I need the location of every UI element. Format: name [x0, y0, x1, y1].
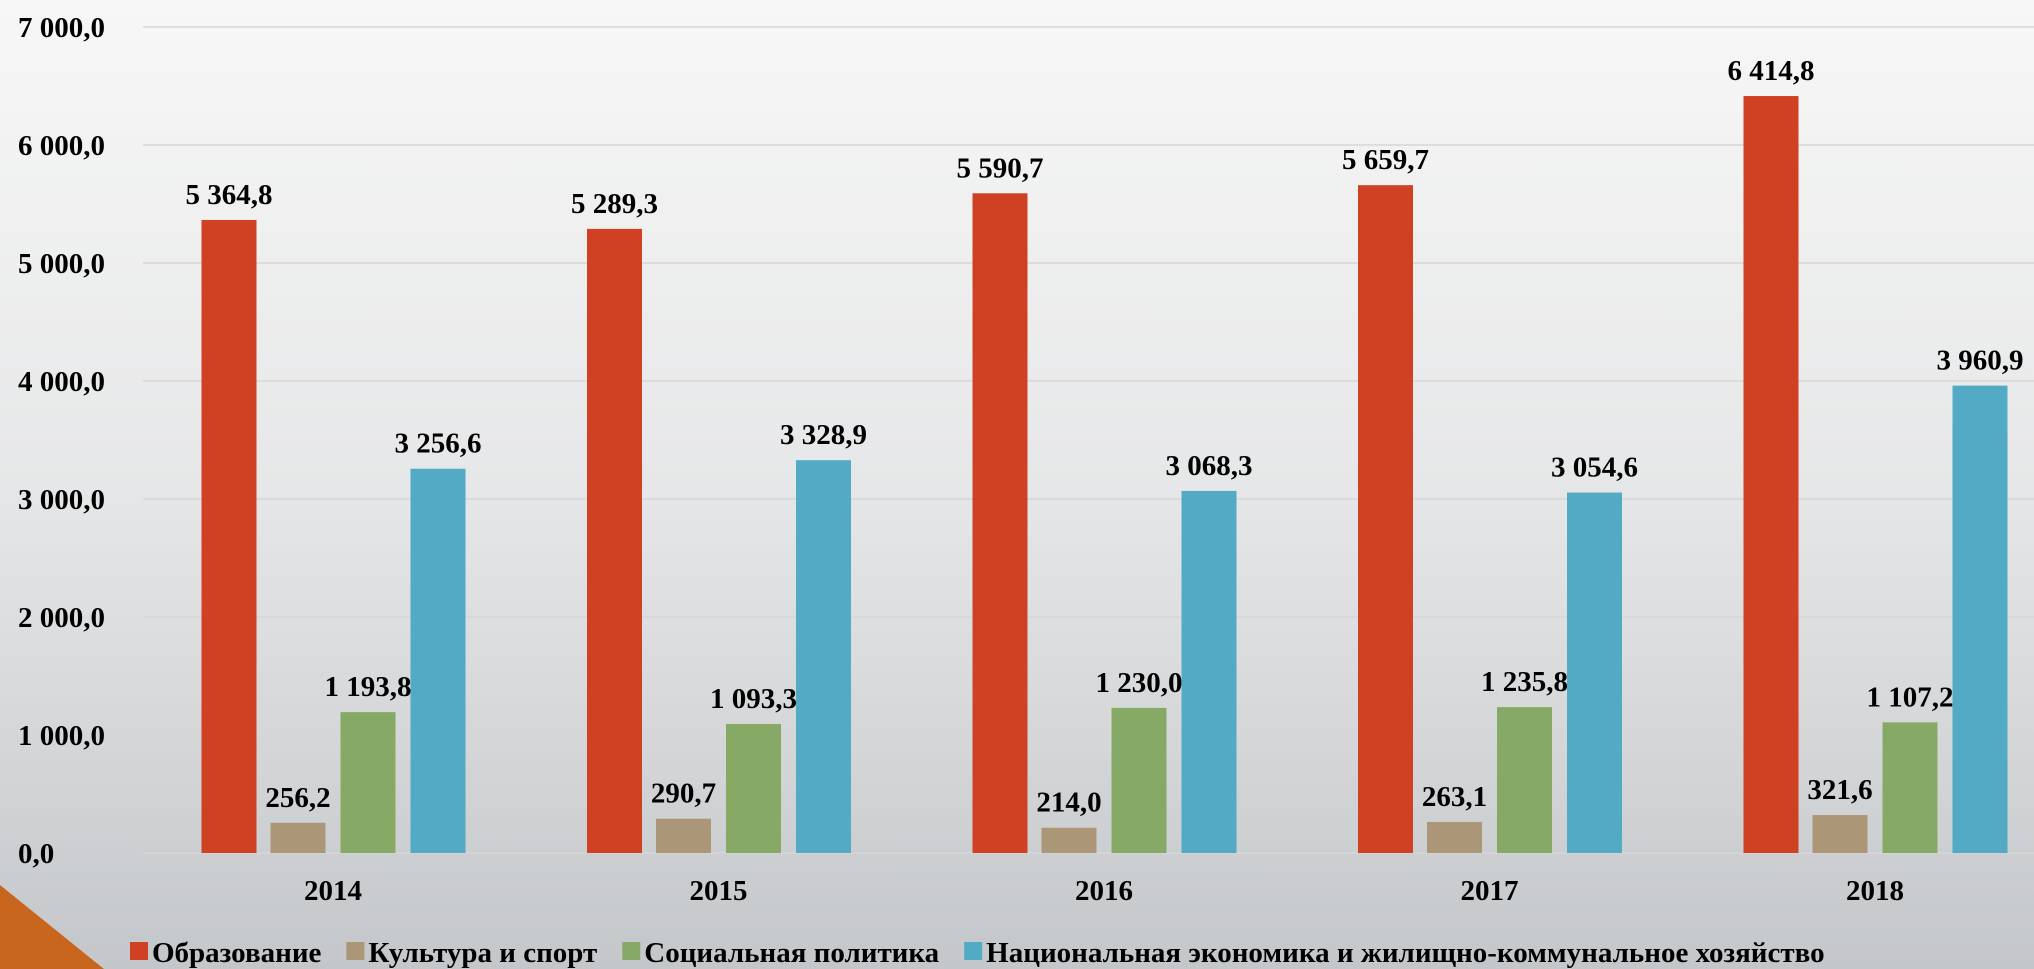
- bar: [1497, 707, 1552, 853]
- legend-swatch: [130, 942, 148, 960]
- legend-label: Социальная политика: [644, 937, 939, 969]
- bar: [796, 460, 851, 853]
- data-label: 3 256,6: [395, 428, 482, 460]
- bar: [1882, 722, 1938, 853]
- bar: [1812, 815, 1868, 853]
- data-label: 5 289,3: [571, 188, 658, 220]
- bar: [1743, 96, 1799, 854]
- x-tick-label: 2016: [1075, 875, 1133, 907]
- data-label: 1 235,8: [1481, 666, 1568, 698]
- data-label: 3 054,6: [1551, 452, 1638, 484]
- y-tick-label: 1 000,0: [18, 720, 105, 752]
- legend-label: Образование: [152, 937, 322, 969]
- data-label: 3 068,3: [1166, 450, 1253, 482]
- y-tick-label: 5 000,0: [18, 248, 105, 280]
- x-tick-label: 2015: [690, 875, 748, 907]
- data-label: 1 093,3: [710, 683, 797, 715]
- data-label: 290,7: [651, 778, 716, 810]
- data-label: 5 659,7: [1342, 144, 1429, 176]
- legend-label: Национальная экономика и жилищно-коммуна…: [986, 937, 1824, 969]
- corner-decoration: [0, 885, 104, 969]
- bar: [201, 219, 257, 853]
- bar: [972, 193, 1028, 854]
- x-tick-label: 2017: [1461, 875, 1519, 907]
- x-tick-label: 2014: [304, 875, 362, 907]
- data-label: 6 414,8: [1728, 55, 1815, 87]
- y-tick-label: 6 000,0: [18, 130, 105, 162]
- bar: [1111, 707, 1167, 853]
- y-tick-label: 0,0: [18, 838, 54, 870]
- data-label: 321,6: [1807, 774, 1872, 806]
- bar: [1041, 827, 1097, 853]
- bar: [340, 712, 396, 853]
- bar: [410, 468, 466, 853]
- data-label: 5 364,8: [186, 179, 273, 211]
- y-tick-label: 7 000,0: [18, 12, 105, 44]
- bar: [587, 228, 642, 853]
- y-tick-label: 2 000,0: [18, 602, 105, 634]
- y-tick-label: 4 000,0: [18, 366, 105, 398]
- bar: [1567, 492, 1622, 853]
- data-label: 256,2: [265, 782, 330, 814]
- bar: [726, 723, 781, 853]
- data-label: 3 960,9: [1937, 345, 2024, 377]
- legend-swatch: [622, 942, 641, 960]
- data-label: 1 107,2: [1867, 681, 1954, 713]
- legend-swatch: [346, 942, 365, 960]
- legend-label: Культура и спорт: [368, 937, 597, 969]
- x-tick-label: 2018: [1846, 875, 1904, 907]
- bar: [1181, 490, 1237, 853]
- data-label: 5 590,7: [957, 152, 1044, 184]
- y-tick-label: 3 000,0: [18, 484, 105, 516]
- bar: [270, 822, 326, 853]
- legend-swatch: [964, 942, 983, 960]
- bar: [656, 818, 711, 853]
- data-label: 214,0: [1036, 787, 1101, 819]
- bar: [1358, 185, 1413, 853]
- data-label: 1 193,8: [325, 671, 412, 703]
- data-label: 3 328,9: [780, 419, 867, 451]
- bar: [1952, 385, 2008, 853]
- bar: [1427, 821, 1482, 853]
- data-label: 263,1: [1422, 781, 1487, 813]
- data-label: 1 230,0: [1096, 667, 1183, 699]
